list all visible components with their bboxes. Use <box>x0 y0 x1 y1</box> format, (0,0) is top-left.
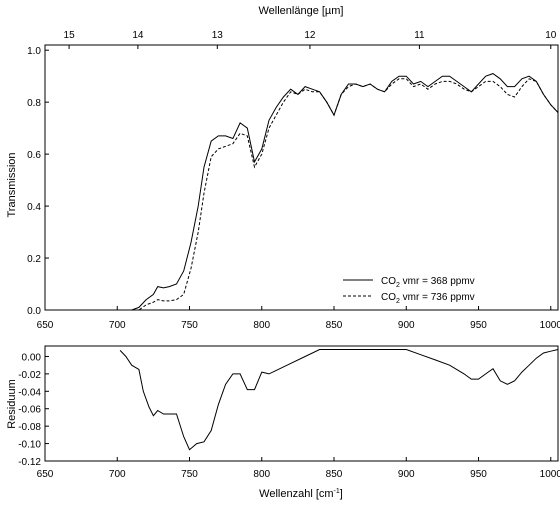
transmission-line-1 <box>124 78 559 311</box>
bottom-panel-x-ticks: 650 700 750 800 850 900 950 1000 <box>37 457 560 480</box>
top-x-tick-label: 800 <box>253 320 270 331</box>
residual-series <box>119 349 559 451</box>
wavelength-tick-label: 15 <box>64 30 76 41</box>
top-x-tick-label: 650 <box>37 320 54 331</box>
bottom-y-tick-label: 0.00 <box>22 352 42 363</box>
top-x-tick-label: 950 <box>470 320 487 331</box>
top-x-tick-label: 750 <box>181 320 198 331</box>
top-x-tick-label: 700 <box>109 320 126 331</box>
top-panel-y-ticks: 0.0 0.2 0.4 0.6 0.8 1.0 <box>27 46 49 317</box>
wavelength-tick-label: 12 <box>304 30 316 41</box>
top-x-tick-label: 900 <box>398 320 415 331</box>
legend: CO2 vmr = 368 ppmv CO2 vmr = 736 ppmv <box>343 276 475 305</box>
bottom-panel-y-ticks: 0.00 -0.02 -0.04 -0.06 -0.08 -0.10 -0.12 <box>18 352 49 468</box>
bottom-x-tick-label: 900 <box>398 469 415 480</box>
bottom-y-tick-label: -0.06 <box>18 405 41 416</box>
transmission-panel: 650 700 750 800 850 900 950 1000 0.00.20.40.60.… <box>6 5 560 331</box>
legend-entry-368: CO2 vmr = 368 ppmv <box>381 276 475 289</box>
wavelength-tick-label: 13 <box>212 30 224 41</box>
top-y-tick-label: 0.4 <box>27 202 41 213</box>
top-y-tick-label: 1.0 <box>27 46 41 57</box>
top-y-tick-label: 0.0 <box>27 306 41 317</box>
bottom-x-tick-label: 750 <box>181 469 198 480</box>
top-x-tick-label: 1000 <box>540 320 560 331</box>
bottom-x-tick-label: 1000 <box>540 469 560 480</box>
transmission-axis-title: Transmission <box>6 153 18 218</box>
residual-axis-title: Residuum <box>6 379 18 429</box>
bottom-x-tick-label: 700 <box>109 469 126 480</box>
transmission-line-0 <box>124 73 559 311</box>
bottom-y-tick-label: -0.12 <box>18 457 41 468</box>
bottom-x-tick-label: 850 <box>326 469 343 480</box>
top-x-tick-label: 850 <box>326 320 343 331</box>
bottom-y-tick-label: -0.08 <box>18 422 41 433</box>
wavelength-tick-label: 10 <box>545 30 557 41</box>
bottom-x-tick-label: 800 <box>253 469 270 480</box>
bottom-y-tick-label: -0.10 <box>18 440 41 451</box>
bottom-y-tick-label: -0.04 <box>18 387 41 398</box>
wavenumber-axis-title: Wellenzahl [cm-1] <box>259 488 343 500</box>
bottom-x-tick-label: 650 <box>37 469 54 480</box>
wavelength-axis-ticks: 15 14 13 12 11 10 <box>64 30 557 49</box>
residual-plot-frame <box>44 345 559 462</box>
transmission-series <box>124 73 559 311</box>
legend-entry-736: CO2 vmr = 736 ppmv <box>381 292 475 305</box>
bottom-x-tick-label: 950 <box>470 469 487 480</box>
wavelength-tick-label: 11 <box>414 30 425 41</box>
residual-panel: 650 700 750 800 850 900 950 1000 0.00 -0.02 -0.04… <box>6 345 560 500</box>
top-y-tick-label: 0.6 <box>27 150 41 161</box>
top-y-tick-label: 0.2 <box>27 254 41 265</box>
wavelength-axis-title: Wellenlänge [µm] <box>258 5 343 17</box>
residual-line-0 <box>119 349 559 451</box>
bottom-y-tick-label: -0.02 <box>18 370 41 381</box>
top-panel-x-ticks: 650 700 750 800 850 900 950 1000 <box>37 306 560 331</box>
top-y-tick-label: 0.8 <box>27 98 41 109</box>
transmission-plot-frame <box>44 44 559 311</box>
wavelength-tick-label: 14 <box>132 30 144 41</box>
